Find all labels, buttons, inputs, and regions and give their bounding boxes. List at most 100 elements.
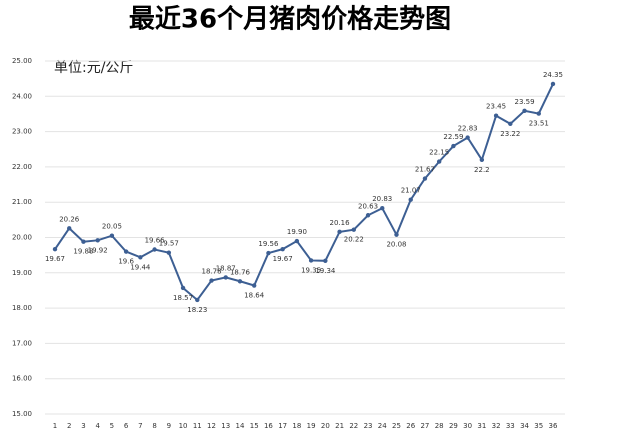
marker — [493, 113, 499, 118]
x-tick-label: 35 — [534, 422, 543, 430]
x-tick-label: 36 — [549, 422, 558, 430]
marker — [337, 229, 342, 235]
marker — [123, 249, 129, 254]
value-label: 20.26 — [59, 215, 80, 223]
x-tick-label: 9 — [167, 422, 171, 430]
x-tick-label: 23 — [364, 422, 373, 430]
value-label: 18.78 — [201, 268, 221, 276]
marker — [237, 279, 243, 284]
marker — [479, 157, 485, 163]
x-tick-label: 8 — [152, 422, 156, 430]
x-tick-label: 12 — [207, 422, 216, 430]
value-label: 18.57 — [173, 294, 193, 302]
value-label: 21.67 — [415, 166, 435, 174]
value-label: 21.07 — [401, 187, 421, 195]
line — [54, 83, 554, 302]
marker — [266, 250, 271, 256]
x-tick-label: 4 — [95, 422, 100, 430]
value-label: 18.87 — [216, 264, 236, 272]
value-label: 23.59 — [515, 98, 535, 106]
x-tick-label: 17 — [278, 422, 287, 430]
value-label: 20.22 — [344, 236, 364, 244]
y-tick-label: 24.00 — [12, 92, 32, 100]
marker — [209, 278, 214, 283]
value-label: 20.83 — [372, 195, 392, 203]
x-tick-label: 24 — [378, 422, 387, 430]
value-label: 20.63 — [358, 202, 378, 210]
value-label: 19.44 — [130, 263, 151, 271]
value-label: 19.90 — [287, 228, 307, 236]
marker — [195, 297, 200, 303]
value-label: 19.6 — [118, 258, 134, 266]
value-label: 22.59 — [443, 133, 463, 141]
value-label: 18.23 — [187, 306, 207, 314]
y-tick-label: 22.00 — [12, 163, 32, 171]
marker — [451, 143, 456, 149]
value-label: 23.45 — [486, 103, 506, 111]
marker — [522, 108, 527, 113]
marker — [252, 283, 257, 288]
marker — [180, 285, 186, 291]
value-label: 18.64 — [244, 292, 265, 300]
marker — [95, 238, 100, 243]
x-tick-label: 3 — [81, 422, 85, 430]
x-tick-label: 10 — [179, 422, 188, 430]
value-label: 19.66 — [145, 237, 166, 245]
y-tick-label: 23.00 — [12, 128, 32, 136]
value-label: 24.35 — [543, 71, 563, 79]
x-tick-label: 5 — [110, 422, 114, 430]
marker — [294, 238, 300, 244]
value-label: 20.16 — [330, 219, 351, 227]
value-label: 19.56 — [258, 240, 279, 248]
value-label: 20.08 — [386, 241, 406, 249]
x-tick-label: 11 — [193, 422, 202, 430]
marker — [223, 275, 228, 280]
x-tick-label: 14 — [236, 422, 245, 430]
value-label: 23.22 — [500, 130, 520, 138]
x-tick-label: 25 — [392, 422, 401, 430]
x-tick-label: 13 — [221, 422, 230, 430]
marker — [550, 81, 556, 87]
marker — [166, 250, 172, 255]
y-tick-label: 21.00 — [12, 198, 32, 206]
marker — [152, 247, 157, 252]
y-tick-label: 18.00 — [12, 304, 32, 312]
x-tick-label: 32 — [492, 422, 501, 430]
value-label: 18.76 — [230, 268, 251, 276]
x-tick-label: 1 — [53, 422, 57, 430]
marker — [109, 233, 115, 238]
x-tick-label: 31 — [477, 422, 486, 430]
value-label: 19.67 — [45, 255, 65, 263]
value-label: 19.34 — [315, 267, 336, 275]
marker — [436, 159, 442, 164]
value-label: 20.05 — [102, 223, 122, 231]
marker — [536, 111, 541, 116]
marker — [308, 258, 314, 263]
marker — [380, 206, 385, 211]
value-label: 19.88 — [73, 248, 93, 256]
x-tick-label: 7 — [138, 422, 142, 430]
marker — [67, 226, 72, 231]
x-tick-label: 33 — [506, 422, 515, 430]
marker — [508, 121, 513, 127]
marker — [52, 246, 58, 252]
value-label: 22.83 — [458, 125, 478, 133]
x-tick-label: 16 — [264, 422, 273, 430]
y-tick-label: 20.00 — [12, 234, 32, 242]
unit-label: 单位:元/公斤 — [54, 60, 133, 76]
x-tick-label: 27 — [420, 422, 429, 430]
value-label: 22.15 — [429, 149, 449, 157]
marker — [280, 246, 285, 252]
x-tick-label: 6 — [124, 422, 129, 430]
x-tick-label: 29 — [449, 422, 458, 430]
marker — [138, 255, 143, 260]
x-tick-label: 20 — [321, 422, 330, 430]
x-tick-label: 2 — [67, 422, 71, 430]
marker — [408, 197, 413, 202]
value-label: 19.35 — [301, 266, 321, 274]
marker — [323, 258, 328, 263]
marker — [81, 239, 86, 244]
x-tick-label: 28 — [435, 422, 444, 430]
